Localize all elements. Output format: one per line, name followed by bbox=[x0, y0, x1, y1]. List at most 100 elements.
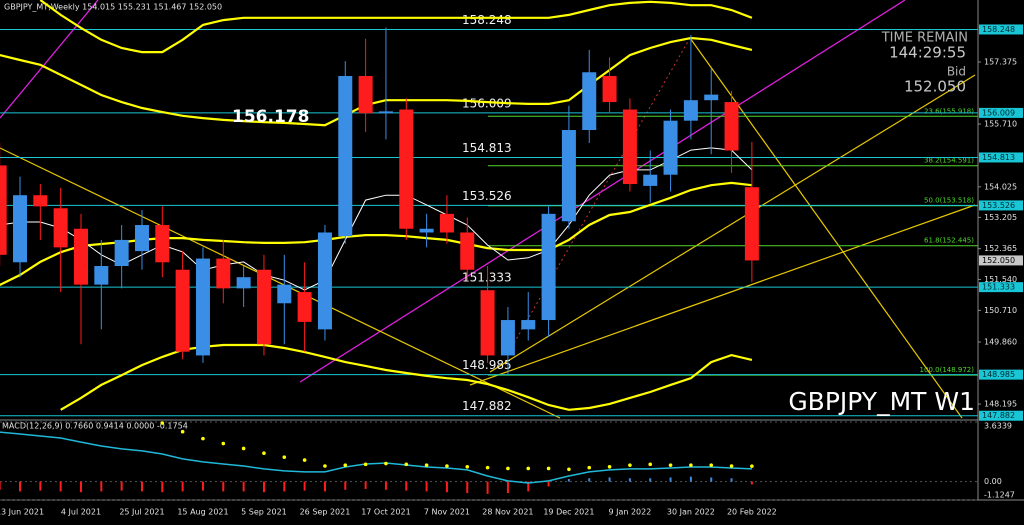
candle-body bbox=[317, 232, 332, 330]
signal-dot bbox=[668, 463, 673, 467]
x-tick-label: 26 Sep 2021 bbox=[300, 508, 351, 517]
histogram-bar bbox=[547, 481, 550, 487]
candle-body bbox=[744, 187, 759, 261]
fib-label: 50.0(153.518) bbox=[924, 197, 974, 205]
candle-body bbox=[500, 320, 515, 356]
signal-dot bbox=[424, 463, 429, 467]
chart-header: GBPJPY_MT,Weekly 154.015 155.231 151.467… bbox=[4, 3, 222, 12]
y-tick-label: 155.710 bbox=[984, 120, 1017, 129]
x-tick-label: 9 Jan 2022 bbox=[608, 508, 651, 517]
x-tick-label: 7 Nov 2021 bbox=[424, 508, 470, 517]
histogram-bar bbox=[262, 481, 265, 493]
signal-dot bbox=[526, 466, 531, 471]
candle-body bbox=[277, 284, 292, 304]
histogram-bar bbox=[486, 481, 489, 494]
histogram-bar bbox=[506, 481, 509, 494]
signal-dot bbox=[750, 464, 754, 468]
candle-body bbox=[480, 290, 495, 356]
histogram-bar bbox=[201, 481, 204, 491]
signal-dot bbox=[262, 451, 266, 456]
candle-body bbox=[663, 120, 678, 175]
y-tick-label: 154.025 bbox=[984, 182, 1017, 191]
histogram-bar bbox=[19, 481, 21, 492]
y-tick-label: 152.365 bbox=[984, 244, 1017, 253]
macd-title: MACD(12,26,9) 0.7660 0.9414 0.0000 -0.17… bbox=[2, 422, 188, 431]
candle-body bbox=[256, 269, 271, 345]
level-box-label: 148.985 bbox=[982, 370, 1015, 379]
y-tick-label: 148.195 bbox=[984, 400, 1017, 409]
level-box bbox=[979, 410, 1023, 421]
y-tick-label: 151.540 bbox=[984, 275, 1017, 284]
histogram-bar bbox=[242, 481, 245, 492]
histogram-bar bbox=[669, 477, 672, 482]
candle-body bbox=[439, 213, 454, 233]
trendline bbox=[299, 0, 906, 383]
candle-body bbox=[561, 130, 576, 222]
level-box bbox=[979, 200, 1023, 211]
signal-dot bbox=[160, 421, 165, 425]
trendline bbox=[469, 204, 976, 386]
signal-dot bbox=[485, 465, 490, 470]
annotation: TIME REMAIN bbox=[881, 31, 968, 46]
histogram-bar bbox=[0, 481, 1, 490]
candle-body bbox=[643, 174, 658, 186]
histogram-bar bbox=[303, 481, 306, 491]
x-tick-label: 17 Oct 2021 bbox=[361, 508, 410, 517]
candle-body bbox=[419, 228, 434, 233]
candle-body bbox=[704, 94, 719, 101]
x-tick-label: 28 Nov 2021 bbox=[482, 508, 533, 517]
candle-body bbox=[134, 225, 149, 252]
candle-body bbox=[114, 239, 129, 267]
histogram-bar bbox=[364, 481, 367, 489]
histogram-bar bbox=[59, 481, 62, 492]
histogram-bar bbox=[140, 481, 143, 492]
y-tick-label: 150.710 bbox=[984, 306, 1017, 315]
histogram-bar bbox=[79, 481, 82, 493]
signal-dot bbox=[404, 462, 409, 467]
x-tick-label: 25 Jul 2021 bbox=[119, 508, 164, 517]
level-box-label: 154.813 bbox=[982, 153, 1015, 162]
histogram-bar bbox=[445, 481, 448, 493]
macd-line bbox=[0, 431, 752, 484]
signal-dot bbox=[282, 455, 287, 459]
level-box bbox=[979, 152, 1023, 163]
histogram-bar bbox=[344, 481, 347, 490]
trendline bbox=[0, 0, 99, 119]
fib-label: 38.2(154.591) bbox=[924, 157, 974, 165]
fib-label: 23.6(155.918) bbox=[924, 107, 974, 115]
annotation: 144:29:55 bbox=[889, 44, 966, 62]
candle-body bbox=[13, 195, 27, 263]
candle-body bbox=[724, 102, 739, 151]
histogram-bar bbox=[608, 477, 611, 482]
candle-body bbox=[582, 72, 597, 131]
x-tick-label: 19 Dec 2021 bbox=[543, 508, 594, 517]
trendline bbox=[689, 37, 963, 419]
candle-body bbox=[175, 269, 190, 352]
candle-body bbox=[622, 109, 637, 185]
trendline bbox=[509, 37, 691, 351]
signal-dot bbox=[445, 464, 449, 468]
signal-dot bbox=[587, 465, 592, 470]
indicator-line bbox=[0, 181, 753, 286]
x-tick-label: 30 Jan 2022 bbox=[667, 508, 715, 517]
signal-dot bbox=[323, 464, 327, 468]
level-box bbox=[979, 107, 1023, 118]
trendlines bbox=[0, 0, 976, 419]
signal-dot bbox=[180, 429, 185, 434]
histogram-bar bbox=[750, 481, 753, 485]
y-tick-label: 149.860 bbox=[984, 338, 1017, 347]
trendline bbox=[0, 147, 561, 419]
level-box-label: 156.009 bbox=[982, 108, 1015, 117]
candle-body bbox=[399, 109, 414, 229]
level-label: 154.813 bbox=[462, 141, 512, 155]
indicator-line bbox=[0, 36, 753, 127]
candle-body bbox=[216, 258, 231, 289]
level-label: 156.009 bbox=[462, 96, 512, 110]
x-tick-label: 20 Feb 2022 bbox=[727, 508, 777, 517]
signal-dot bbox=[546, 466, 551, 471]
level-box-label: 151.333 bbox=[982, 283, 1015, 292]
signal-dot bbox=[506, 466, 510, 471]
candle-body bbox=[541, 213, 556, 321]
indicator-line bbox=[0, 147, 753, 291]
